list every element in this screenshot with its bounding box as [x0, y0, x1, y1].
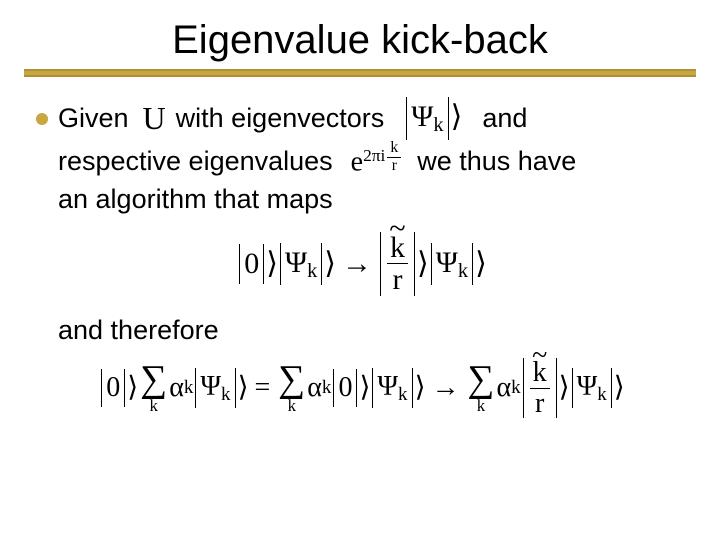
title-divider — [24, 69, 696, 79]
text-resp-eigvals: respective eigenvalues — [58, 143, 333, 179]
eigenvalue-exp: e2πikr — [351, 140, 404, 181]
superposition-equation: 0 ∑k αk Ψk = ∑k αk 0 Ψk → ∑k αk kr Ψk — [36, 358, 688, 418]
bullet-line-3: an algorithm that maps — [36, 181, 688, 217]
bullet-icon — [36, 113, 48, 125]
slide-title: Eigenvalue kick-back — [24, 18, 696, 63]
text-algo-maps: an algorithm that maps — [58, 181, 333, 217]
ket-psi-k-1: Ψk — [404, 97, 462, 140]
text-and-therefore: and therefore — [36, 312, 688, 348]
operator-U: U — [143, 97, 166, 140]
mapping-equation: 0 Ψk → kr Ψk — [36, 232, 688, 296]
text-and: and — [482, 100, 527, 136]
text-with-eigvec: with eigenvectors — [176, 100, 385, 136]
bullet-line-1: Given U with eigenvectors Ψk and — [36, 97, 688, 140]
text-given: Given — [58, 100, 129, 136]
text-we-thus-have: we thus have — [417, 143, 576, 179]
bullet-line-2: respective eigenvalues e2πikr we thus ha… — [36, 140, 688, 181]
